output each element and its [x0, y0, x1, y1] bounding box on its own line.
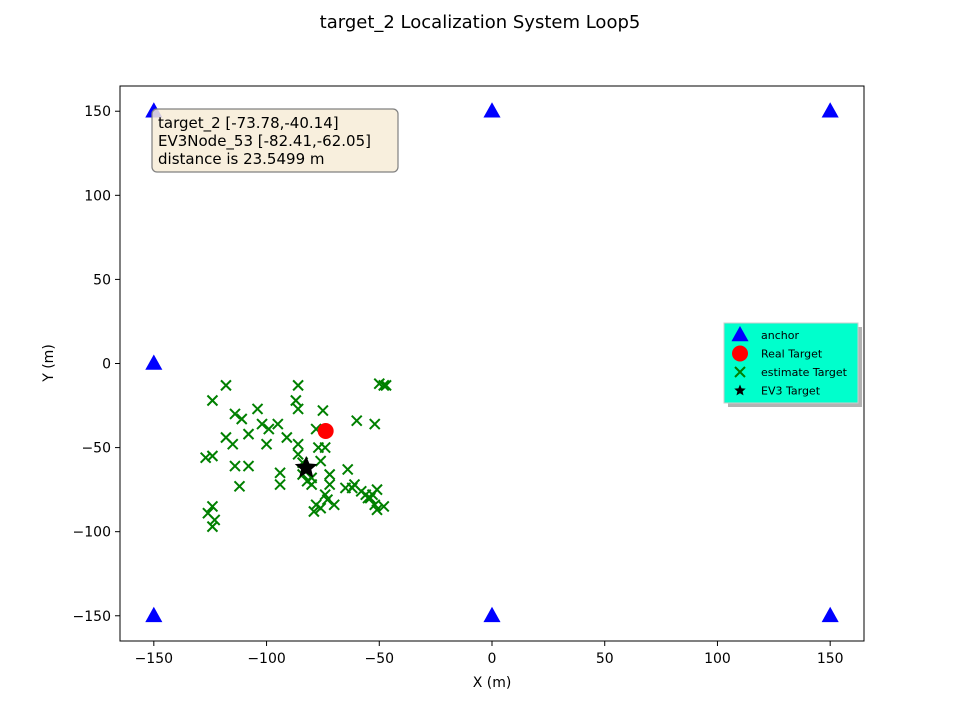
data-marks: [145, 102, 839, 623]
estimate-target-marker: [242, 460, 255, 472]
legend-entry-label: Real Target: [761, 348, 823, 361]
x-axis-label: X (m): [473, 675, 512, 691]
y-tick-label: 150: [84, 104, 111, 120]
estimate-target-marker: [256, 418, 268, 430]
x-tick-label: 150: [817, 651, 844, 667]
estimate-target-marker: [314, 502, 327, 514]
estimate-target-marker: [371, 483, 383, 496]
legend-anchor-marker: [731, 326, 749, 342]
estimate-target-marker: [236, 413, 248, 425]
y-tick-label: −100: [73, 525, 111, 541]
y-tick-label: 0: [102, 357, 111, 373]
estimate-target-marker: [206, 500, 219, 513]
estimate-target-marker: [317, 404, 329, 417]
estimate-target-marker: [263, 423, 275, 435]
anchor-marker: [145, 354, 163, 370]
chart-title: target_2 Localization System Loop5: [320, 12, 641, 33]
estimate-target-marker: [369, 418, 381, 430]
estimate-target-marker: [380, 379, 392, 392]
x-tick-label: −150: [135, 651, 173, 667]
annotation-line-2: EV3Node_53 [-82.41,-62.05]: [158, 132, 371, 151]
annotation-background: [151, 108, 399, 173]
y-tick-label: −50: [81, 441, 111, 457]
estimate-target-marker: [206, 450, 219, 462]
legend-box: [723, 322, 859, 404]
anchor-marker: [821, 606, 839, 623]
estimate-target-marker: [308, 505, 320, 518]
estimate-target-marker: [206, 394, 219, 407]
y-axis: −150 −100 −50 0 50 100 150: [73, 104, 120, 625]
estimate-target-marker: [272, 418, 284, 430]
estimate-target-marker: [323, 468, 336, 481]
annotation-box: target_2 [-73.78,-40.14] EV3Node_53 [-82…: [151, 108, 399, 173]
x-tick-label: 50: [596, 651, 614, 667]
legend-ev3-target-marker: [734, 384, 746, 396]
estimate-target-marker: [328, 499, 340, 511]
x-tick-label: 0: [488, 651, 497, 667]
estimate-target-marker: [199, 451, 212, 464]
estimate-target-marker: [206, 520, 219, 533]
estimate-target-marker: [233, 480, 246, 492]
estimate-target-marker: [292, 438, 304, 450]
estimate-target-marker: [227, 438, 239, 450]
annotation-line-1: target_2 [-73.78,-40.14]: [158, 114, 339, 133]
legend: anchor Real Target estimate Target EV3 Targ…: [723, 322, 862, 407]
estimate-target-marker: [312, 441, 325, 454]
x-tick-label: 100: [704, 651, 731, 667]
real-target-marker: [317, 423, 334, 440]
y-tick-label: 50: [93, 272, 111, 288]
x-tick-label: −50: [364, 651, 394, 667]
estimate-target-marker: [292, 448, 304, 461]
legend-entry-label: EV3 Target: [761, 385, 821, 398]
estimate-target-marker: [378, 500, 390, 513]
anchor-marker: [145, 606, 163, 623]
legend-entry-label: anchor: [761, 329, 799, 342]
anchor-marker: [483, 102, 501, 118]
legend-real-target-marker: [732, 345, 748, 362]
y-tick-label: −150: [73, 609, 111, 625]
estimate-target-marker: [229, 460, 241, 472]
estimate-target-marker: [364, 492, 376, 504]
x-axis: −150 −100 −50 0 50 100 150: [135, 641, 844, 667]
estimate-target-marker: [342, 463, 354, 476]
y-axis-label: Y (m): [41, 344, 57, 383]
estimate-target-marker: [323, 478, 336, 491]
annotation-line-3: distance is 23.5499 m: [158, 150, 325, 168]
estimate-target-marker: [351, 414, 363, 427]
y-tick-label: 100: [84, 188, 111, 204]
estimate-target-marker: [274, 478, 286, 491]
x-tick-label: −100: [247, 651, 285, 667]
legend-entry-label: estimate Target: [761, 366, 848, 379]
estimate-target-marker: [281, 431, 293, 444]
estimate-target-marker: [378, 379, 390, 392]
estimate-target-marker: [292, 403, 304, 415]
estimate-target-marker: [251, 403, 264, 415]
estimate-target-marker: [274, 467, 286, 479]
estimate-target-marker: [229, 408, 241, 420]
estimate-target-marker: [242, 428, 255, 440]
anchor-marker: [821, 102, 839, 118]
ev3-target-marker: [294, 455, 318, 478]
estimate-target-marker: [292, 379, 304, 392]
anchor-marker: [483, 606, 501, 623]
estimate-target-marker: [371, 504, 383, 516]
estimate-target-marker: [290, 394, 302, 407]
estimate-target-marker: [260, 438, 273, 450]
legend-estimate-target-marker: [734, 366, 746, 378]
estimate-target-marker: [208, 514, 221, 526]
estimate-target-marker: [220, 379, 232, 392]
estimate-target-marker: [321, 494, 334, 506]
